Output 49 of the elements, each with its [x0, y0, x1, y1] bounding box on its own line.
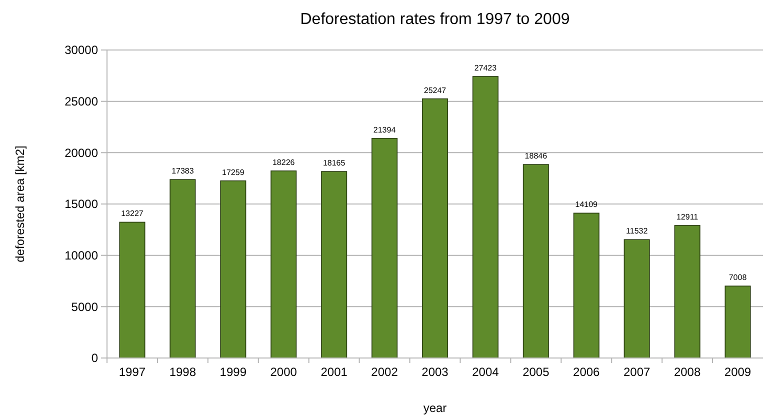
x-tick-label: 2005 — [522, 365, 550, 379]
bar — [170, 179, 196, 358]
data-label: 7008 — [728, 273, 748, 282]
bar — [472, 76, 498, 358]
y-tick-label: 10000 — [64, 248, 98, 263]
x-tick-label: 1998 — [169, 365, 196, 379]
data-label: 11532 — [626, 226, 648, 236]
bar — [119, 222, 146, 358]
data-label: 21394 — [373, 125, 396, 134]
x-tick-label: 2008 — [674, 365, 701, 379]
bar — [321, 171, 348, 358]
y-tick-label: 25000 — [64, 94, 98, 109]
data-label: 13227 — [121, 209, 144, 218]
bar — [573, 212, 600, 358]
bar — [220, 180, 246, 358]
y-tick-label: 0 — [91, 351, 98, 366]
data-label: 17383 — [172, 166, 194, 176]
bar — [422, 98, 448, 358]
y-tick-label: 15000 — [64, 197, 98, 212]
x-tick-label: 2004 — [472, 365, 500, 379]
bar — [674, 225, 700, 358]
x-tick-label: 2003 — [422, 365, 449, 379]
y-tick-label: 20000 — [64, 146, 98, 160]
data-label: 25247 — [424, 86, 447, 95]
data-label: 18846 — [524, 152, 548, 161]
x-tick-label: 1999 — [220, 365, 247, 379]
data-label: 17259 — [222, 168, 245, 177]
bar — [270, 170, 297, 358]
y-axis-title: deforested area [km2] — [13, 146, 27, 262]
data-label: 27423 — [474, 63, 498, 72]
bar — [522, 164, 549, 358]
x-axis-title: year — [423, 401, 447, 415]
x-tick-label: 2000 — [270, 365, 298, 379]
x-tick-label: 1997 — [118, 365, 146, 379]
chart-title: Deforestation rates from 1997 to 2009 — [300, 11, 570, 28]
y-tick-label: 30000 — [64, 43, 98, 58]
data-label: 14109 — [575, 200, 598, 210]
y-tick-label: 5000 — [71, 300, 98, 314]
x-tick-label: 2009 — [724, 365, 752, 379]
bar — [624, 239, 650, 358]
bar — [372, 138, 398, 358]
data-label: 18226 — [272, 158, 296, 167]
bar — [724, 286, 751, 358]
data-label: 12911 — [676, 212, 699, 222]
x-tick-label: 2006 — [573, 365, 600, 379]
data-label: 18165 — [322, 158, 346, 168]
x-tick-label: 2001 — [320, 365, 348, 379]
x-tick-label: 2002 — [371, 365, 398, 379]
x-tick-label: 2007 — [623, 365, 651, 379]
